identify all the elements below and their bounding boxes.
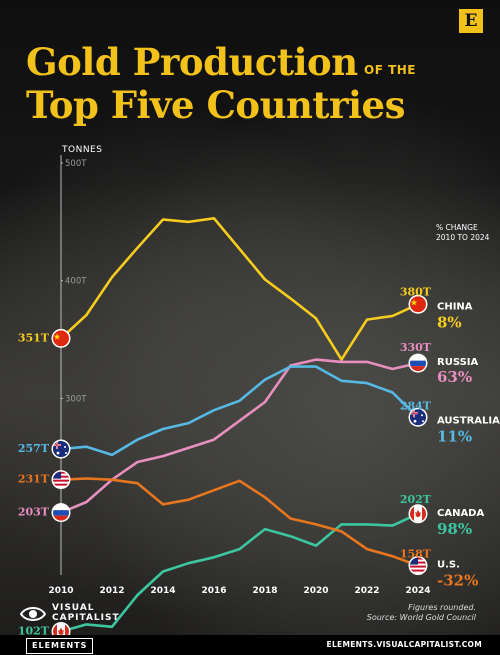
flag-start-china — [51, 328, 71, 348]
flag-star — [64, 446, 66, 449]
source-note: Source: World Gold Council — [366, 613, 476, 622]
flag-end-canada — [408, 504, 428, 524]
flag-face — [53, 330, 69, 347]
country-name-russia: RUSSIA — [437, 357, 478, 368]
change-header-line-2: 2010 TO 2024 — [436, 233, 490, 242]
country-name-china: CHINA — [437, 301, 473, 312]
footer-bar: ELEMENTS ELEMENTS.VISUALCAPITALIST.COM — [0, 635, 500, 655]
end-value-label-russia: 330T — [400, 341, 432, 354]
change-value-russia: 63% — [437, 368, 472, 386]
flag-start-russia — [51, 503, 71, 523]
end-value-label-canada: 202T — [400, 493, 432, 506]
flag-face — [410, 355, 426, 372]
country-name-canada: CANADA — [437, 508, 484, 519]
series-line-australia — [59, 365, 420, 457]
flag-end-russia — [408, 353, 428, 373]
title-line-2: Top Five Countries — [26, 83, 405, 127]
flag-end-australia — [408, 407, 428, 427]
change-value-china: 8% — [437, 313, 462, 331]
flag-face — [53, 504, 69, 521]
flag-star — [56, 451, 60, 455]
end-value-label-australia: 284T — [400, 399, 432, 412]
x-tick-label: 2010 — [48, 586, 73, 596]
y-tick-label: 400T — [65, 277, 87, 287]
rounding-note: Figures rounded. — [408, 603, 476, 612]
series-line-us — [59, 477, 420, 567]
flag-canton — [410, 557, 418, 565]
x-tick-label: 2012 — [99, 586, 124, 596]
flag-bar-left — [410, 505, 414, 522]
flag-stripe-red — [410, 366, 426, 372]
change-value-canada: 98% — [437, 520, 472, 538]
flag-star — [421, 414, 423, 417]
country-name-australia: AUSTRALIA — [437, 415, 500, 426]
change-value-australia: 11% — [437, 427, 472, 445]
footnotes: Figures rounded. Source: World Gold Coun… — [367, 603, 476, 623]
flag-face — [410, 296, 426, 313]
y-axis-unit-label: TONNES — [61, 145, 102, 155]
x-tick-label: 2014 — [150, 586, 175, 596]
flag-stripe-blue — [410, 360, 426, 367]
start-value-label-us: 231T — [18, 473, 50, 486]
flag-start-us — [51, 470, 71, 490]
change-value-us: -32% — [437, 572, 478, 590]
flag-face — [53, 471, 69, 488]
flag-face — [53, 441, 69, 458]
change-header-line-1: % CHANGE — [436, 223, 478, 232]
flag-face — [410, 409, 426, 426]
flag-canton — [53, 471, 61, 479]
x-tick-label: 2016 — [201, 586, 226, 596]
flag-face — [410, 505, 426, 522]
flag-stripe-blue — [53, 510, 69, 516]
flag-star — [422, 420, 424, 423]
series-line-china — [59, 217, 420, 361]
flag-star — [410, 299, 418, 306]
title-line-1: Gold Production — [26, 40, 358, 84]
flag-stripe-white — [410, 355, 426, 362]
visual-capitalist-wordmark: VISUAL CAPITALIST — [52, 603, 120, 623]
flag-bar-right — [65, 623, 69, 640]
elements-logo: E — [459, 9, 483, 33]
series-line-canada — [59, 512, 420, 633]
flag-star — [65, 452, 67, 455]
flag-star — [413, 419, 417, 423]
flag-stripe — [410, 569, 426, 572]
flag-stripe-white — [53, 504, 69, 511]
title-connector: OF THE — [364, 63, 417, 77]
y-tick-label: 300T — [65, 394, 87, 404]
elements-url-link[interactable]: ELEMENTS.VISUALCAPITALIST.COM — [326, 640, 482, 649]
start-value-label-russia: 203T — [18, 506, 50, 519]
flag-stripe-red — [53, 515, 69, 521]
end-value-label-us: 158T — [400, 548, 432, 561]
visual-capitalist-logo-icon — [19, 607, 47, 621]
flag-stripe — [410, 565, 426, 568]
elements-badge[interactable]: ELEMENTS — [26, 638, 94, 654]
flag-star — [53, 333, 61, 340]
start-value-label-china: 351T — [18, 331, 50, 344]
flag-face — [410, 557, 426, 574]
x-tick-label: 2018 — [252, 586, 277, 596]
x-tick-label: 2022 — [354, 586, 379, 596]
x-tick-label: 2024 — [405, 586, 430, 596]
series-line-russia — [59, 358, 420, 514]
flag-bar-right — [422, 505, 426, 522]
end-value-label-china: 380T — [400, 285, 432, 298]
flag-end-us — [408, 556, 428, 576]
flag-bar-left — [53, 623, 57, 640]
brand-line-2: CAPITALIST — [52, 613, 120, 623]
brand-line-1: VISUAL — [52, 603, 95, 613]
country-name-us: U.S. — [437, 560, 460, 571]
flag-end-china — [408, 294, 428, 314]
flag-stripe — [53, 479, 69, 482]
start-value-label-australia: 257T — [18, 442, 50, 455]
flag-stripe — [53, 483, 69, 486]
flag-maple-leaf — [415, 509, 421, 518]
start-value-label-canada: 102T — [18, 625, 50, 638]
y-tick-label: 500T — [65, 159, 87, 169]
flag-start-australia — [51, 439, 71, 459]
x-tick-label: 2020 — [303, 586, 328, 596]
flag-maple-leaf — [58, 627, 64, 636]
